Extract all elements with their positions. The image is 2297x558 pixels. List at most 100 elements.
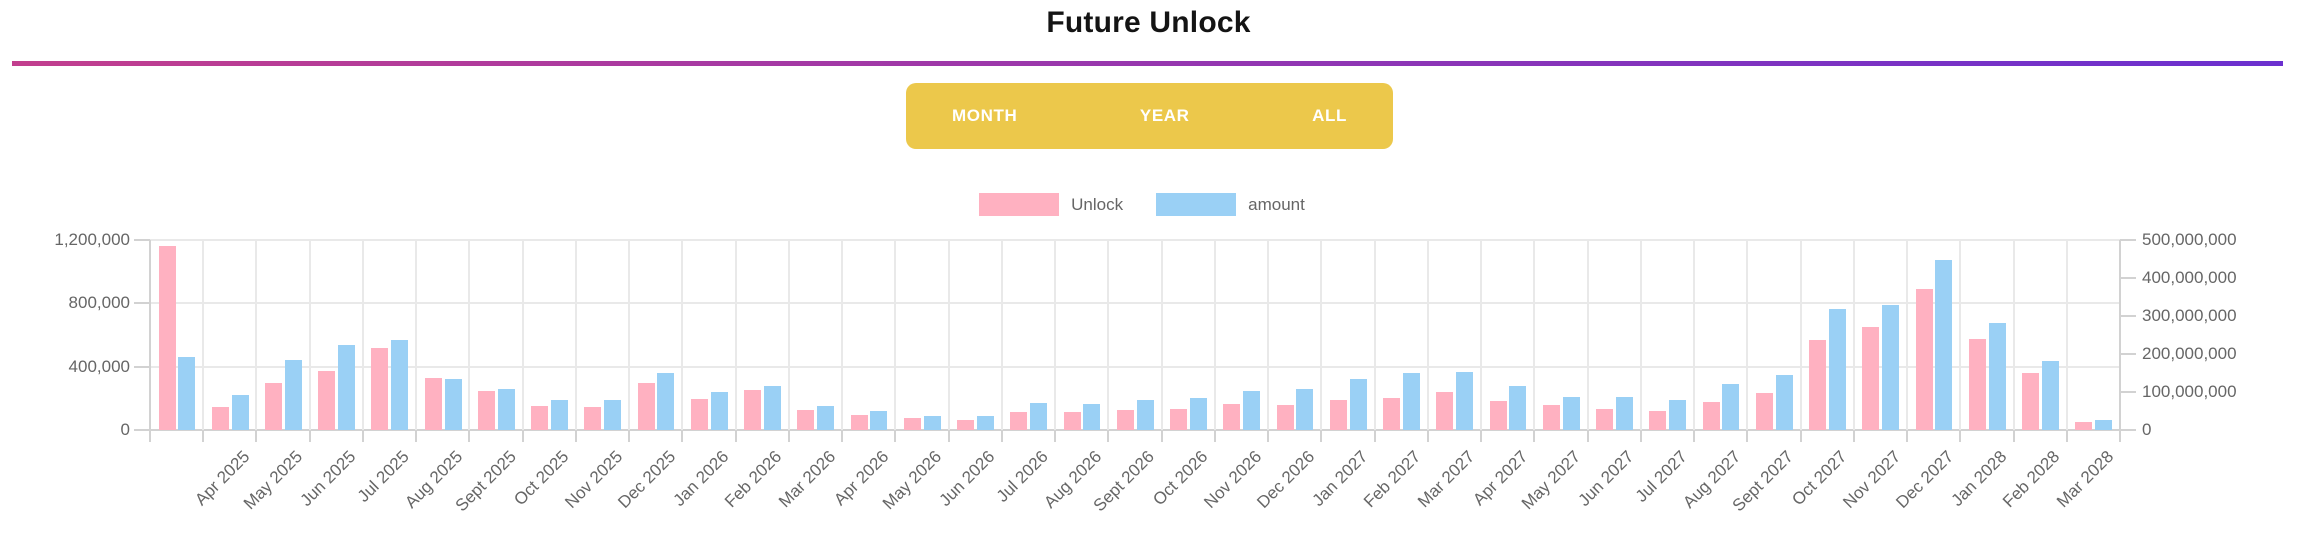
bar-amount[interactable]: [2041, 361, 2059, 430]
bar-unlock[interactable]: [1436, 392, 1454, 430]
bar-unlock[interactable]: [1649, 411, 1667, 430]
all-button[interactable]: ALL: [1312, 106, 1347, 125]
bar-unlock[interactable]: [531, 406, 549, 430]
bar-amount[interactable]: [870, 411, 888, 430]
bar-amount[interactable]: [2095, 420, 2113, 430]
legend-item-unlock[interactable]: Unlock: [979, 193, 1123, 216]
bar-amount[interactable]: [1775, 375, 1793, 430]
gridline: [1054, 240, 1057, 430]
bar-amount[interactable]: [1615, 397, 1633, 430]
bar-unlock[interactable]: [957, 420, 975, 430]
bar-amount[interactable]: [1189, 398, 1207, 430]
bar-amount[interactable]: [1296, 389, 1314, 430]
bar-unlock[interactable]: [158, 246, 176, 430]
bar-unlock[interactable]: [264, 383, 282, 430]
year-button[interactable]: YEAR: [1139, 106, 1190, 125]
bar-amount[interactable]: [604, 400, 622, 430]
bar-amount[interactable]: [1136, 400, 1154, 430]
bar-amount[interactable]: [1402, 373, 1420, 430]
bar-unlock[interactable]: [1276, 405, 1294, 430]
bar-unlock[interactable]: [1862, 327, 1880, 430]
bar-amount[interactable]: [1562, 397, 1580, 430]
bar-amount[interactable]: [497, 389, 515, 430]
bar-unlock[interactable]: [850, 415, 868, 430]
bar-amount[interactable]: [551, 400, 568, 430]
x-tick-mark: [308, 430, 311, 442]
bar-unlock[interactable]: [1915, 289, 1933, 430]
gridline: [1107, 240, 1110, 430]
bar-unlock[interactable]: [2075, 422, 2093, 430]
x-tick-mark: [628, 430, 631, 442]
x-tick-mark: [947, 430, 950, 442]
bar-amount[interactable]: [1349, 379, 1367, 430]
bar-unlock[interactable]: [690, 399, 708, 430]
bar-unlock[interactable]: [211, 407, 229, 430]
month-button[interactable]: MONTH: [952, 106, 1018, 125]
bar-amount[interactable]: [178, 357, 196, 430]
bar-amount[interactable]: [710, 392, 728, 430]
bar-unlock[interactable]: [2022, 373, 2039, 430]
bar-unlock[interactable]: [584, 407, 602, 430]
bar-unlock[interactable]: [1542, 405, 1560, 430]
bar-unlock[interactable]: [371, 348, 389, 430]
bar-amount[interactable]: [817, 406, 835, 430]
bar-amount[interactable]: [657, 373, 675, 430]
bar-unlock[interactable]: [903, 418, 921, 430]
bar-amount[interactable]: [231, 395, 249, 430]
bar-amount[interactable]: [1243, 391, 1261, 430]
bar-unlock[interactable]: [1329, 400, 1347, 430]
gridline: [1746, 240, 1749, 430]
bar-unlock[interactable]: [1702, 402, 1720, 430]
bar-amount[interactable]: [1509, 386, 1527, 430]
bar-amount[interactable]: [1988, 323, 2006, 430]
x-tick-mark: [1639, 430, 1642, 442]
page-title: Future Unlock: [1046, 6, 1251, 39]
bar-amount[interactable]: [1456, 372, 1474, 430]
gridline: [1693, 240, 1696, 430]
bar-unlock[interactable]: [744, 390, 762, 430]
bar-amount[interactable]: [391, 340, 409, 430]
bar-amount[interactable]: [1828, 309, 1846, 430]
bar-amount[interactable]: [976, 416, 994, 430]
bar-amount[interactable]: [1030, 403, 1048, 430]
bar-unlock[interactable]: [477, 391, 495, 430]
legend-swatch-amount: [1156, 193, 1237, 216]
legend-swatch-unlock: [979, 193, 1060, 216]
bar-amount[interactable]: [1882, 305, 1900, 430]
bar-unlock[interactable]: [1223, 404, 1241, 430]
legend-item-amount[interactable]: amount: [1156, 193, 1305, 216]
gridline: [574, 240, 577, 430]
bar-amount[interactable]: [284, 360, 302, 430]
bar-unlock[interactable]: [1809, 340, 1827, 430]
gridline: [521, 240, 524, 430]
bar-unlock[interactable]: [424, 378, 442, 430]
bar-unlock[interactable]: [1383, 398, 1401, 430]
gridline: [1213, 240, 1216, 430]
bar-amount[interactable]: [1083, 404, 1101, 430]
x-axis-line: [150, 429, 2120, 431]
bar-amount[interactable]: [444, 379, 462, 430]
bar-unlock[interactable]: [1116, 410, 1134, 430]
bar-unlock[interactable]: [1063, 412, 1081, 430]
left-tick-mark: [134, 429, 150, 431]
gridline: [2012, 240, 2015, 430]
bar-amount[interactable]: [1935, 260, 1953, 430]
bar-unlock[interactable]: [797, 410, 815, 430]
x-tick-mark: [2065, 430, 2068, 442]
y-axis-label-right: 100,000,000: [2142, 382, 2237, 401]
bar-unlock[interactable]: [1010, 412, 1028, 430]
x-axis-label: Jun 2025: [296, 447, 360, 510]
x-tick-mark: [361, 430, 364, 442]
bar-amount[interactable]: [763, 386, 781, 430]
bar-amount[interactable]: [1669, 400, 1687, 430]
bar-unlock[interactable]: [1755, 393, 1773, 430]
bar-amount[interactable]: [923, 416, 941, 430]
bar-unlock[interactable]: [1968, 339, 1986, 430]
bar-unlock[interactable]: [1489, 401, 1507, 430]
bar-amount[interactable]: [338, 345, 356, 430]
bar-unlock[interactable]: [318, 371, 336, 430]
bar-unlock[interactable]: [1170, 409, 1188, 430]
bar-amount[interactable]: [1722, 384, 1740, 430]
bar-unlock[interactable]: [1596, 409, 1614, 430]
bar-unlock[interactable]: [637, 383, 655, 430]
